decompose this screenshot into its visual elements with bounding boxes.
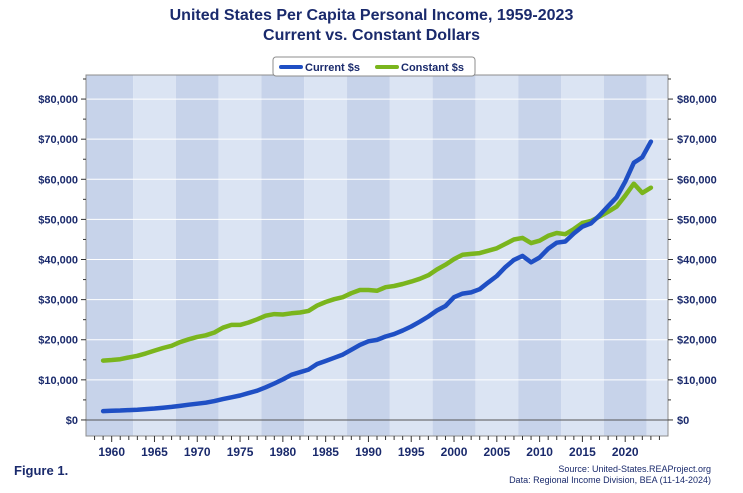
- plot-band: [133, 75, 176, 436]
- plot-bands: [86, 75, 668, 436]
- plot-band: [218, 75, 262, 436]
- x-tick-label: 1960: [98, 445, 125, 459]
- plot-band: [646, 75, 668, 436]
- legend: Current $s Constant $s: [272, 56, 476, 77]
- y-tick-label: $50,000: [38, 214, 78, 226]
- y-axis-right: $0 $10,000 $20,000 $30,000 $40,000 $50,000 $60…: [668, 78, 717, 427]
- x-tick-label: 2005: [483, 445, 510, 459]
- chart-title: United States Per Capita Personal Income…: [169, 7, 574, 24]
- y-tick-label: $0: [66, 415, 78, 427]
- plot-band: [475, 75, 519, 436]
- x-tick-label: 1975: [227, 445, 254, 459]
- y-tick-label: $20,000: [38, 335, 78, 347]
- y-tick-label: $70,000: [677, 134, 717, 146]
- plot-band: [261, 75, 305, 436]
- legend-constant-label: Constant $s: [401, 62, 464, 74]
- plot-band: [561, 75, 604, 436]
- x-axis: 1960 1965 1970 1975 1980 1985 1990 1995 2000 2005…: [94, 436, 660, 459]
- chart-subtitle: Current vs. Constant Dollars: [263, 27, 480, 44]
- figure-label: Figure 1.: [14, 463, 69, 478]
- x-tick-label: 1995: [398, 445, 425, 459]
- y-tick-label: $30,000: [38, 295, 78, 307]
- series-lines: [100, 139, 654, 414]
- x-tick-label: 2020: [612, 445, 639, 459]
- plot-band: [603, 75, 647, 436]
- y-tick-label: $80,000: [677, 94, 717, 106]
- series-line-constant: [100, 181, 654, 363]
- x-tick-label: 2000: [441, 445, 468, 459]
- source-note: Source: United-States.REAProject.org Dat…: [509, 464, 711, 486]
- x-tick-label: 1985: [312, 445, 339, 459]
- legend-current-label: Current $s: [305, 62, 360, 74]
- y-axis-left: $0 $10,000 $20,000 $30,000 $40,000 $50,000 $60…: [38, 78, 86, 427]
- x-tick-label: 2010: [526, 445, 553, 459]
- y-tick-label: $50,000: [677, 214, 717, 226]
- series-line-current: [100, 139, 654, 414]
- plot-band: [304, 75, 348, 436]
- data-line: Data: Regional Income Division, BEA (11-…: [509, 475, 711, 485]
- y-tick-label: $70,000: [38, 134, 78, 146]
- y-tick-label: $30,000: [677, 295, 717, 307]
- x-tick-label: 1970: [184, 445, 211, 459]
- y-tick-label: $10,000: [677, 375, 717, 387]
- legend-box: [272, 56, 476, 77]
- y-tick-label: $60,000: [677, 174, 717, 186]
- x-tick-label: 1980: [270, 445, 297, 459]
- x-tick-label: 1990: [355, 445, 382, 459]
- plot-band: [175, 75, 219, 436]
- plot-band: [389, 75, 433, 436]
- y-tick-label: $10,000: [38, 375, 78, 387]
- y-tick-label: $40,000: [677, 255, 717, 267]
- plot-band: [347, 75, 390, 436]
- y-tick-label: $40,000: [38, 255, 78, 267]
- x-tick-label: 1965: [141, 445, 168, 459]
- y-tick-label: $60,000: [38, 174, 78, 186]
- y-tick-label: $0: [677, 415, 689, 427]
- y-tick-label: $20,000: [677, 335, 717, 347]
- plot-band: [86, 75, 134, 436]
- y-tick-label: $80,000: [38, 94, 78, 106]
- source-line: Source: United-States.REAProject.org: [558, 464, 711, 474]
- x-tick-label: 2015: [569, 445, 596, 459]
